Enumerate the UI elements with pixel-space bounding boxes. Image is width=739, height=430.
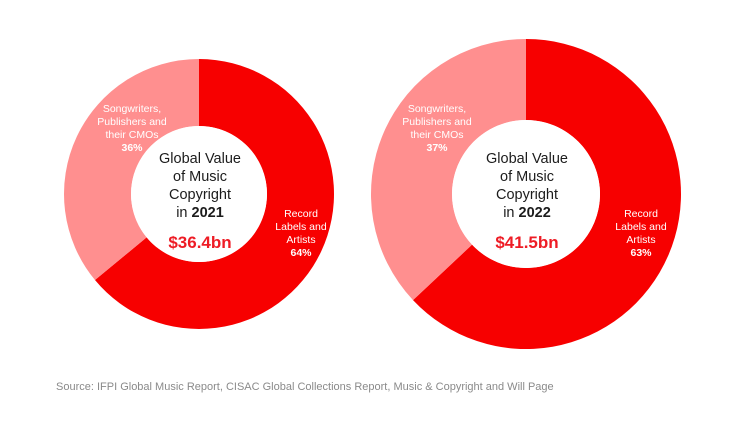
chart-2022-center-label: Global Value of Music Copyright in 2022 … <box>467 150 587 252</box>
chart-2021-slice-songwriters <box>63 58 200 281</box>
chart-2021-total: $36.4bn <box>168 233 232 252</box>
chart-2022-title-line-3: Copyright <box>495 187 559 203</box>
chart-2021-title-line-1: Global Value <box>159 151 241 167</box>
slice-label-line: their CMOs <box>410 129 464 141</box>
slice-label-line: Publishers and <box>402 116 472 128</box>
slice-label-line: Record <box>284 208 318 220</box>
chart-2022-songwriters-label: Songwriters, Publishers and their CMOs 3… <box>387 103 487 155</box>
slice-label-line: Publishers and <box>97 116 167 128</box>
slice-label-line: Labels and <box>275 221 327 233</box>
source-note: Source: IFPI Global Music Report, CISAC … <box>56 381 554 393</box>
chart-2022-labels-artists-label: Record Labels and Artists 63% <box>596 208 686 260</box>
chart-2021-year-prefix: in <box>176 205 188 221</box>
chart-2022-total: $41.5bn <box>495 233 559 252</box>
chart-2021-songwriters-label: Songwriters, Publishers and their CMOs 3… <box>82 103 182 155</box>
slice-label-line: Songwriters, <box>102 103 162 115</box>
chart-2022-labels-artists-pct: 63% <box>630 247 652 259</box>
slice-label-line: Songwriters, <box>407 103 467 115</box>
chart-2021-labels-artists-label: Record Labels and Artists 64% <box>256 208 346 260</box>
slice-label-line: Artists <box>286 234 316 246</box>
slice-label-line: Artists <box>626 234 656 246</box>
chart-2022-year: 2022 <box>518 205 551 221</box>
chart-2021-slice-labels-artists <box>94 59 334 329</box>
chart-2021-songwriters-pct: 36% <box>121 142 143 154</box>
slice-label-line: Record <box>624 208 658 220</box>
chart-2021-labels-artists-pct: 64% <box>290 247 312 259</box>
chart-2022-title-line-2: of Music <box>500 169 554 185</box>
chart-2022-year-prefix: in <box>503 205 515 221</box>
chart-2021-year: 2021 <box>191 205 224 221</box>
slice-label-line: Labels and <box>615 221 667 233</box>
chart-2022-slice-labels-artists <box>413 39 681 349</box>
chart-2021-title-line-2: of Music <box>173 169 227 185</box>
slice-label-line: their CMOs <box>105 129 159 141</box>
chart-2021-donut-hole <box>131 126 267 262</box>
chart-2022-title-line-1: Global Value <box>486 151 568 167</box>
chart-2022-donut-hole <box>452 120 600 268</box>
chart-2022-songwriters-pct: 37% <box>426 142 448 154</box>
chart-2021-title-line-3: Copyright <box>168 187 232 203</box>
chart-2021-center-label: Global Value of Music Copyright in 2021 … <box>140 150 260 252</box>
chart-2022-slice-songwriters <box>371 39 526 301</box>
